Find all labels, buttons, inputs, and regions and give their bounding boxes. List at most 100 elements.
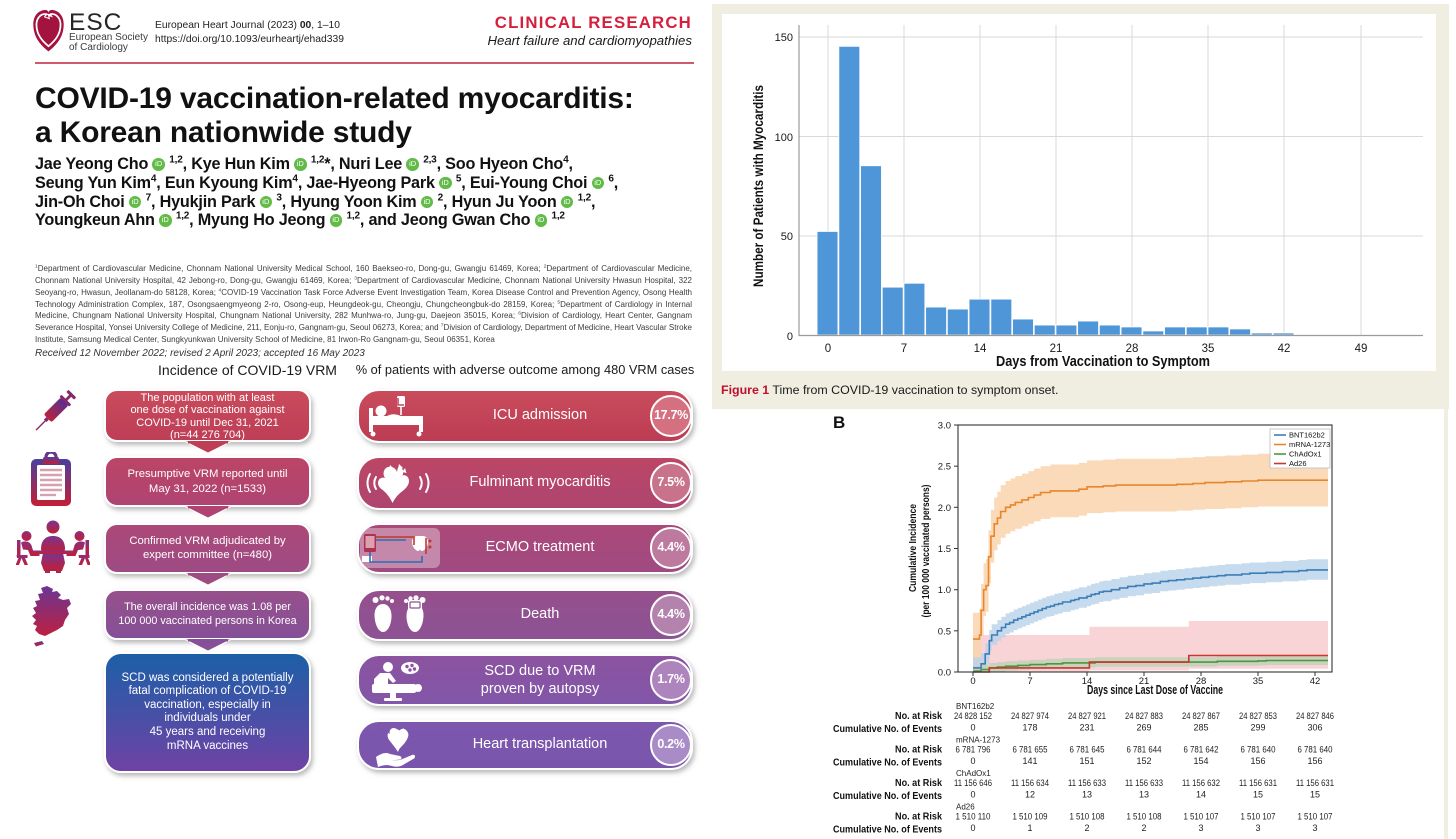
svg-text:0.5: 0.5 bbox=[938, 626, 951, 637]
svg-text:Number of Patients with Myocar: Number of Patients with Myocarditis bbox=[750, 85, 766, 287]
svg-text:231: 231 bbox=[1079, 723, 1094, 733]
svg-text:150: 150 bbox=[775, 32, 793, 44]
svg-text:11 156 631: 11 156 631 bbox=[1239, 778, 1277, 788]
svg-text:0.0: 0.0 bbox=[938, 668, 951, 679]
svg-text:No. at Risk: No. at Risk bbox=[895, 710, 942, 722]
svg-text:24 827 921: 24 827 921 bbox=[1068, 711, 1106, 721]
svg-text:100: 100 bbox=[775, 132, 793, 144]
svg-text:0: 0 bbox=[970, 790, 975, 800]
svg-text:24 827 867: 24 827 867 bbox=[1182, 711, 1220, 721]
svg-text:21: 21 bbox=[1050, 343, 1063, 355]
svg-text:6 781 655: 6 781 655 bbox=[1013, 745, 1048, 755]
svg-text:11 156 633: 11 156 633 bbox=[1068, 778, 1106, 788]
svg-text:28: 28 bbox=[1196, 676, 1207, 687]
svg-text:Days from Vaccination to Sympt: Days from Vaccination to Symptom bbox=[996, 353, 1210, 370]
svg-text:0: 0 bbox=[970, 723, 975, 733]
svg-text:Figure 1 Time from COVID-19 va: Figure 1 Time from COVID-19 vaccination … bbox=[721, 383, 1058, 397]
svg-text:B: B bbox=[833, 413, 845, 432]
svg-text:2.0: 2.0 bbox=[938, 503, 951, 514]
svg-text:28: 28 bbox=[1126, 343, 1139, 355]
svg-text:12: 12 bbox=[1025, 790, 1035, 800]
svg-text:156: 156 bbox=[1250, 756, 1265, 766]
svg-text:156: 156 bbox=[1307, 756, 1322, 766]
svg-text:1 510 107: 1 510 107 bbox=[1184, 812, 1219, 822]
svg-text:14: 14 bbox=[974, 343, 987, 355]
svg-text:152: 152 bbox=[1136, 756, 1151, 766]
svg-text:7: 7 bbox=[901, 343, 907, 355]
svg-text:1.5: 1.5 bbox=[938, 544, 951, 555]
svg-text:141: 141 bbox=[1022, 756, 1037, 766]
svg-text:0: 0 bbox=[825, 343, 831, 355]
svg-text:7: 7 bbox=[1027, 676, 1032, 687]
svg-text:2.5: 2.5 bbox=[938, 462, 951, 473]
svg-text:178: 178 bbox=[1022, 723, 1037, 733]
svg-text:285: 285 bbox=[1193, 723, 1208, 733]
svg-text:BNT162b2: BNT162b2 bbox=[1289, 431, 1325, 440]
svg-text:35: 35 bbox=[1253, 676, 1264, 687]
svg-text:1.0: 1.0 bbox=[938, 585, 951, 596]
svg-text:0: 0 bbox=[970, 823, 975, 833]
svg-text:1 510 107: 1 510 107 bbox=[1298, 812, 1333, 822]
svg-text:49: 49 bbox=[1355, 343, 1368, 355]
svg-text:11 156 631: 11 156 631 bbox=[1296, 778, 1334, 788]
svg-text:35: 35 bbox=[1202, 343, 1215, 355]
svg-text:6 781 644: 6 781 644 bbox=[1127, 745, 1162, 755]
svg-text:2: 2 bbox=[1141, 823, 1146, 833]
svg-text:Cumulative No. of Events: Cumulative No. of Events bbox=[833, 790, 942, 802]
svg-text:6 781 796: 6 781 796 bbox=[956, 745, 991, 755]
svg-text:ChAdOx1: ChAdOx1 bbox=[1289, 450, 1322, 459]
svg-text:Cumulative No. of Events: Cumulative No. of Events bbox=[833, 723, 942, 735]
svg-text:(per 100 000 vaccinated person: (per 100 000 vaccinated persons) bbox=[920, 485, 932, 618]
svg-text:11 156 634: 11 156 634 bbox=[1011, 778, 1049, 788]
svg-text:Ad26: Ad26 bbox=[956, 803, 975, 812]
svg-text:0: 0 bbox=[787, 331, 793, 343]
svg-text:151: 151 bbox=[1079, 756, 1094, 766]
svg-text:13: 13 bbox=[1139, 790, 1149, 800]
svg-text:mRNA-1273: mRNA-1273 bbox=[956, 736, 1001, 745]
svg-text:21: 21 bbox=[1139, 676, 1150, 687]
svg-text:Cumulative No. of Events: Cumulative No. of Events bbox=[833, 824, 942, 836]
svg-text:24 827 846: 24 827 846 bbox=[1296, 711, 1334, 721]
svg-text:24 828 152: 24 828 152 bbox=[954, 711, 992, 721]
svg-text:11 156 632: 11 156 632 bbox=[1182, 778, 1220, 788]
svg-text:42: 42 bbox=[1278, 343, 1291, 355]
svg-text:Days since Last Dose of Vaccin: Days since Last Dose of Vaccine bbox=[1087, 683, 1223, 697]
svg-text:3: 3 bbox=[1312, 823, 1317, 833]
svg-text:1 510 108: 1 510 108 bbox=[1070, 812, 1105, 822]
svg-text:306: 306 bbox=[1307, 723, 1322, 733]
svg-text:Cumulative No. of Events: Cumulative No. of Events bbox=[833, 757, 942, 769]
svg-text:24 827 853: 24 827 853 bbox=[1239, 711, 1277, 721]
svg-text:1 510 109: 1 510 109 bbox=[1013, 812, 1048, 822]
svg-text:13: 13 bbox=[1082, 790, 1092, 800]
svg-text:269: 269 bbox=[1136, 723, 1151, 733]
svg-text:6 781 645: 6 781 645 bbox=[1070, 745, 1105, 755]
svg-text:ChAdOx1: ChAdOx1 bbox=[956, 769, 991, 778]
svg-text:No. at Risk: No. at Risk bbox=[895, 811, 942, 823]
svg-text:15: 15 bbox=[1310, 790, 1320, 800]
svg-text:3.0: 3.0 bbox=[938, 421, 951, 432]
svg-text:1 510 108: 1 510 108 bbox=[1127, 812, 1162, 822]
svg-text:0: 0 bbox=[970, 676, 975, 687]
svg-text:1: 1 bbox=[1027, 823, 1032, 833]
svg-text:11 156 646: 11 156 646 bbox=[954, 778, 992, 788]
svg-text:11 156 633: 11 156 633 bbox=[1125, 778, 1163, 788]
svg-text:6 781 640: 6 781 640 bbox=[1298, 745, 1333, 755]
svg-text:3: 3 bbox=[1255, 823, 1260, 833]
svg-text:mRNA-1273: mRNA-1273 bbox=[1289, 440, 1330, 449]
svg-text:Ad26: Ad26 bbox=[1289, 459, 1307, 468]
svg-text:154: 154 bbox=[1193, 756, 1208, 766]
svg-text:14: 14 bbox=[1196, 790, 1206, 800]
svg-text:No. at Risk: No. at Risk bbox=[895, 777, 942, 789]
svg-text:299: 299 bbox=[1250, 723, 1265, 733]
svg-text:14: 14 bbox=[1082, 676, 1093, 687]
svg-text:15: 15 bbox=[1253, 790, 1263, 800]
svg-text:42: 42 bbox=[1310, 676, 1321, 687]
svg-text:No. at Risk: No. at Risk bbox=[895, 744, 942, 756]
svg-text:24 827 974: 24 827 974 bbox=[1011, 711, 1049, 721]
svg-text:6 781 640: 6 781 640 bbox=[1241, 745, 1276, 755]
svg-text:24 827 883: 24 827 883 bbox=[1125, 711, 1163, 721]
svg-text:1 510 110: 1 510 110 bbox=[956, 812, 991, 822]
svg-text:3: 3 bbox=[1198, 823, 1203, 833]
svg-text:BNT162b2: BNT162b2 bbox=[956, 702, 995, 711]
svg-text:0: 0 bbox=[970, 756, 975, 766]
